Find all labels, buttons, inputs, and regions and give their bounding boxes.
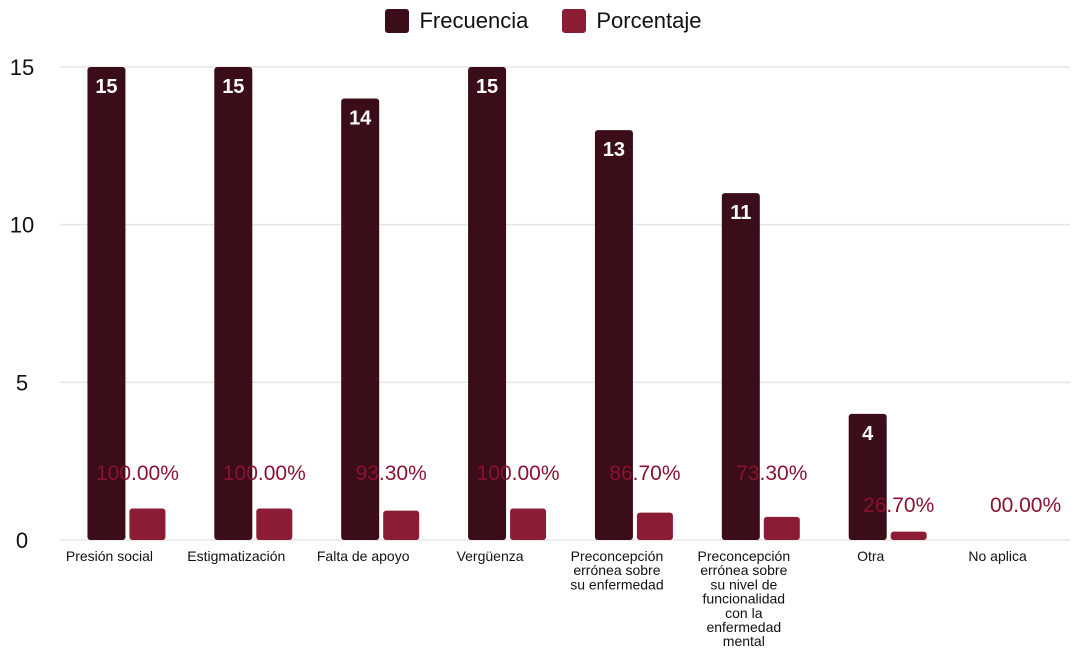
bar-porcentaje [890,531,927,540]
x-category-label: Falta de apoyo [317,548,410,564]
bar-frecuencia [594,130,633,541]
bar-porcentaje [256,508,293,540]
bar-frecuencia [468,67,507,540]
y-tick-label-10: 10 [10,213,34,238]
x-category-label: Estigmatización [187,548,285,564]
bar-value-label: 13 [603,139,625,161]
x-category-label: Preconcepción [571,548,664,564]
x-category-label: enfermedad [706,619,781,635]
bar-value-label: 15 [95,76,117,98]
x-category-label: su nivel de [710,576,777,592]
x-category-label: Vergüenza [457,548,524,564]
bar-porcentaje [129,508,166,540]
percent-label: 73.30% [736,462,807,485]
percent-label: 100.00% [477,462,560,485]
y-tick-label-0: 0 [16,528,28,553]
x-category-label: Preconcepción [698,548,791,564]
bar-value-label: 15 [222,76,244,98]
y-tick-label-15: 15 [10,55,34,80]
bar-frecuencia [848,413,887,540]
bar-frecuencia [341,98,380,541]
x-category-label: Otra [857,548,884,564]
legend-swatch-frecuencia [385,9,410,33]
bar-value-label: 11 [730,202,751,224]
percent-label: 100.00% [96,462,179,485]
bar-porcentaje [383,510,420,540]
percent-label: 86.70% [609,462,680,485]
x-category-label: con la [725,605,763,621]
x-category-label: su enfermedad [570,576,663,592]
legend-item-porcentaje[interactable]: Porcentaje [562,8,702,34]
bar-value-label: 15 [476,76,498,98]
bar-frecuencia [87,67,126,540]
percent-label: 26.70% [863,494,934,517]
x-category-label: errónea sobre [573,562,660,578]
bar-value-label: 14 [349,108,372,130]
percent-label: 100.00% [223,462,306,485]
legend-swatch-porcentaje [562,9,587,33]
percent-label: 93.30% [356,462,427,485]
y-tick-label-5: 5 [16,370,28,395]
bar-porcentaje [763,516,800,540]
x-category-label: errónea sobre [700,562,787,578]
legend-label-frecuencia: Frecuencia [419,8,529,33]
percent-label: 00.00% [990,494,1061,517]
x-category-label: mental [723,633,765,649]
bar-value-label: 4 [862,423,874,445]
legend-label-porcentaje: Porcentaje [596,8,702,33]
bar-frecuencia [721,193,760,540]
bar-frecuencia [214,67,253,540]
legend-item-frecuencia[interactable]: Frecuencia [385,8,528,34]
x-category-label: Presión social [66,548,153,564]
x-category-label: No aplica [968,548,1027,564]
bar-porcentaje [636,512,673,540]
x-category-label: funcionalidad [703,591,786,607]
bar-porcentaje [510,508,547,540]
legend: Frecuencia Porcentaje [0,8,1087,34]
